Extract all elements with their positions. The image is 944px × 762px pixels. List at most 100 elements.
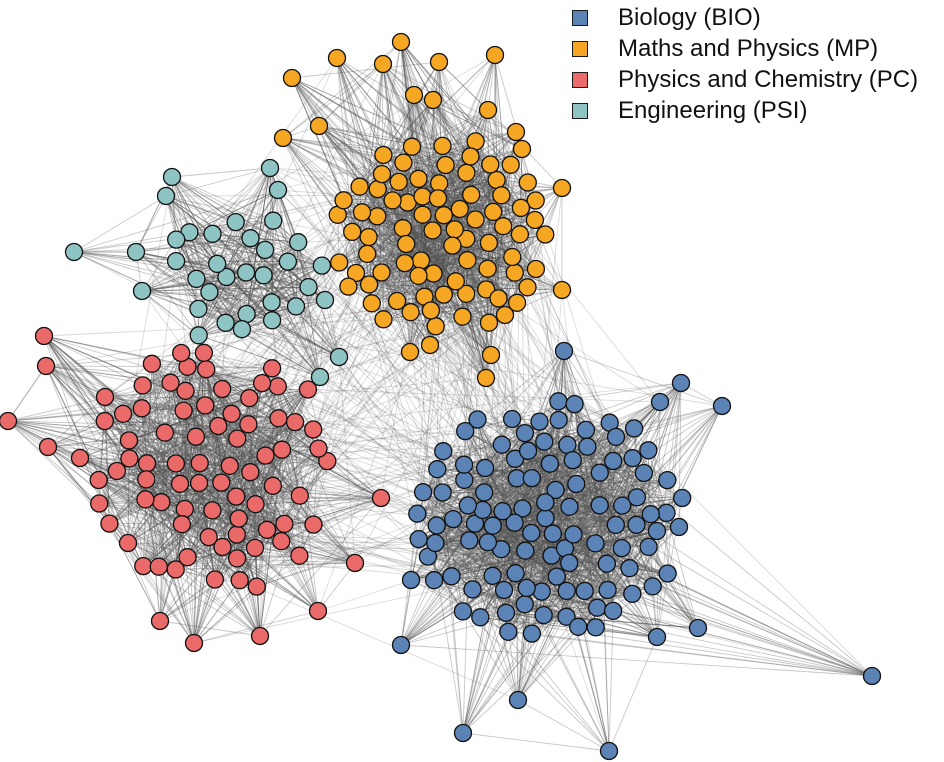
network-edge (318, 125, 467, 295)
node-bio (567, 474, 586, 494)
node-mp (409, 266, 428, 286)
network-edge (474, 513, 651, 525)
node-pc (89, 470, 108, 490)
network-edge (477, 419, 523, 509)
node-psi (286, 297, 306, 316)
network-edge (462, 302, 518, 318)
node-psi (167, 230, 186, 249)
node-mp (426, 317, 445, 336)
network-edge (250, 156, 471, 239)
network-edge (413, 94, 434, 231)
network-edge (517, 458, 634, 701)
network-edge (475, 141, 506, 316)
network-edge (383, 99, 434, 156)
network-edge (525, 550, 873, 677)
network-edge (656, 401, 661, 638)
node-mp (394, 153, 413, 172)
node-bio (536, 493, 555, 512)
network-edge (291, 77, 383, 175)
network-edge (445, 164, 476, 220)
network-edge (435, 272, 516, 327)
node-mp (492, 186, 511, 205)
node-psi (226, 212, 245, 232)
network-edge (480, 616, 873, 677)
network-edge (462, 200, 537, 317)
node-pc (190, 453, 209, 473)
node-bio (627, 515, 646, 534)
node-pc (272, 440, 292, 459)
node-mp (411, 251, 431, 270)
node-mp (434, 206, 453, 225)
network-edge (198, 334, 493, 577)
network-edge (400, 418, 513, 646)
network-edge (438, 61, 489, 111)
network-edge (402, 162, 424, 215)
node-psi (64, 242, 84, 262)
network-edge (361, 212, 406, 264)
network-edge (396, 242, 490, 302)
node-mp (362, 294, 381, 313)
network-edge (383, 219, 536, 320)
node-pc (184, 633, 204, 653)
node-mp (479, 313, 499, 332)
network-edge (7, 365, 47, 422)
network-edge (433, 182, 529, 274)
node-pc (285, 412, 305, 432)
node-bio (547, 567, 566, 586)
node-pc (212, 473, 231, 492)
node-mp (453, 307, 472, 326)
node-psi (264, 211, 283, 230)
network-edge (429, 344, 570, 508)
node-pc (247, 577, 266, 596)
node-mp (409, 169, 428, 188)
node-bio (604, 451, 623, 471)
network-edge (564, 401, 661, 549)
node-psi (208, 254, 227, 274)
network-edge (418, 178, 553, 556)
network-edge (507, 458, 516, 632)
node-bio (530, 412, 549, 431)
network-edge (484, 467, 523, 509)
network-edge (400, 539, 420, 646)
network-edge (371, 172, 467, 304)
node-bio (569, 617, 588, 636)
network-edge (181, 289, 487, 354)
legend: Biology (BIO) Maths and Physics (MP) Phy… (572, 2, 918, 126)
network-edge (474, 523, 519, 701)
network-edge (343, 199, 423, 216)
node-mp (430, 174, 449, 193)
legend-item-pc: Physics and Chemistry (PC) (572, 64, 918, 95)
network-edge (402, 227, 487, 290)
node-pc (174, 401, 193, 420)
network-edge (462, 575, 494, 734)
network-edge (464, 430, 516, 460)
node-mp (373, 54, 393, 74)
node-bio (658, 564, 677, 583)
network-edge (396, 145, 443, 302)
node-mp (479, 233, 499, 253)
network-edge (336, 57, 528, 288)
node-psi (126, 242, 146, 262)
network-edge (405, 164, 491, 245)
network-edge (445, 164, 502, 196)
network-edge (407, 202, 574, 535)
network-edge (551, 555, 598, 608)
node-pc (107, 461, 127, 481)
network-edge (400, 41, 434, 101)
network-edge (382, 63, 440, 184)
network-edge (470, 194, 513, 258)
network-edge (377, 189, 398, 302)
network-edge (502, 226, 518, 479)
network-edge (318, 125, 443, 147)
node-pc (240, 388, 259, 408)
network-edge (410, 469, 438, 581)
network-edge (470, 194, 513, 258)
network-edge (485, 289, 601, 506)
network-edge (336, 57, 431, 346)
network-edge (427, 446, 588, 557)
network-edge (492, 532, 532, 577)
legend-swatch-pc (572, 71, 588, 88)
network-edge (382, 63, 517, 133)
network-edge (282, 137, 487, 379)
network-edge (368, 109, 489, 238)
